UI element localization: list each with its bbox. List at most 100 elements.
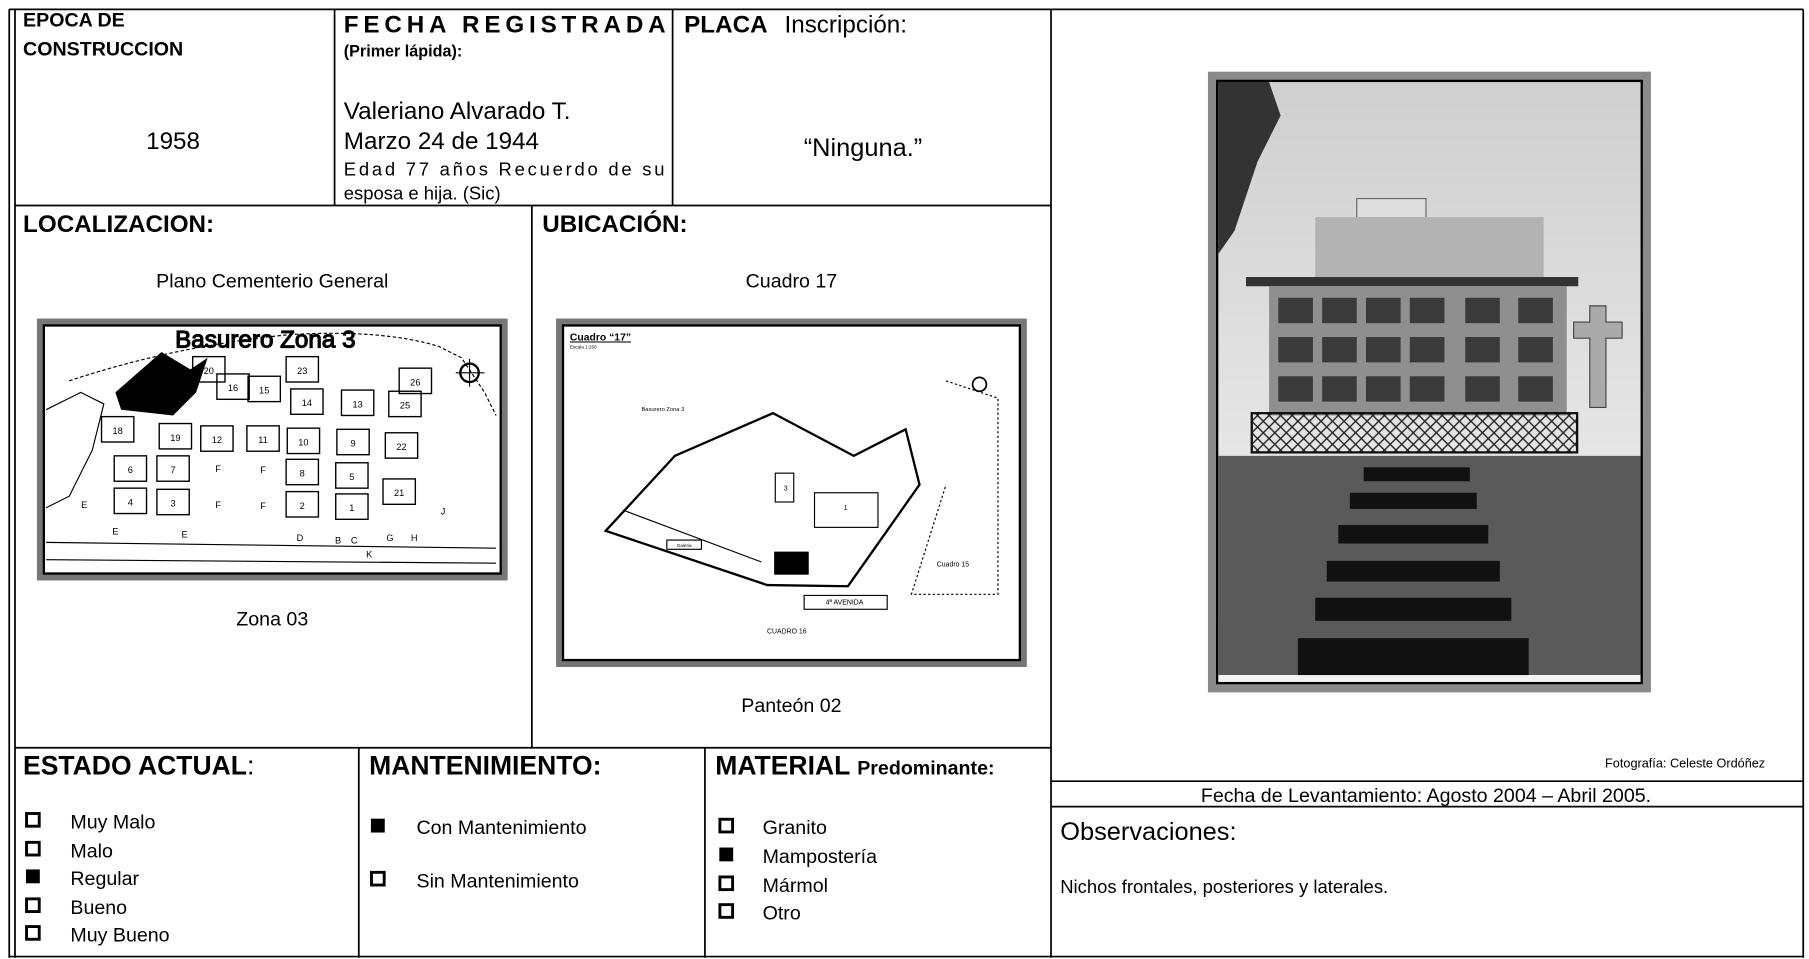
checkbox-label: Sin Mantenimiento — [416, 870, 579, 892]
map-label: 1 — [349, 503, 354, 513]
map-block — [388, 390, 422, 418]
map-label: B — [335, 536, 341, 546]
map-block — [191, 355, 226, 383]
map-label: 11 — [258, 435, 268, 445]
map-block — [335, 462, 369, 489]
map-label: Cuadro “17” — [570, 332, 631, 343]
map-edge — [45, 391, 105, 509]
map-label: 6 — [128, 465, 133, 475]
field-value: Valeriano Alvarado T. — [344, 98, 571, 125]
map-block — [285, 355, 320, 383]
map-label: C — [351, 536, 358, 546]
map-block — [336, 428, 370, 456]
map-block — [216, 373, 250, 401]
map-label: Escala 1:250 — [570, 345, 597, 350]
map-label: F — [260, 465, 266, 475]
checkbox — [25, 840, 41, 857]
map-block — [384, 432, 419, 459]
photo-tree — [1218, 82, 1281, 254]
section-label: MATERIAL — [715, 750, 850, 780]
checkbox-checked — [719, 847, 734, 862]
form-grid — [8, 8, 1805, 958]
map-label: K — [366, 549, 373, 559]
photo-railing — [1250, 412, 1579, 454]
section-label: UBICACIÓN: — [542, 210, 687, 238]
section-label: FECHA REGISTRADA — [344, 11, 666, 38]
field-value: Marzo 24 de 1944 — [344, 128, 539, 155]
map-block — [200, 425, 234, 452]
map-body — [561, 324, 1022, 662]
map-label: 8 — [300, 469, 305, 479]
map-label: H — [411, 533, 418, 543]
map-label: 2 — [300, 501, 305, 511]
section-label: EPOCA DE — [23, 10, 125, 32]
photo-cross — [1573, 305, 1623, 408]
caption: Zona 03 — [236, 608, 308, 630]
survey-date: Fecha de Levantamiento: Agosto 2004 – Ab… — [1201, 785, 1651, 807]
map-block — [156, 455, 190, 482]
map-blob — [115, 352, 208, 416]
checkbox-label: Regular — [70, 868, 139, 890]
caption: Panteón 02 — [741, 695, 841, 717]
checkbox — [370, 870, 386, 887]
field-value: Edad 77 años Recuerdo de su — [344, 159, 665, 180]
map-block — [286, 427, 321, 455]
checkbox-label: Bueno — [70, 897, 127, 919]
section-sublabel: Predominante: — [857, 757, 994, 779]
map-label: 4ª AVENIDA — [826, 600, 864, 607]
map-block — [340, 389, 375, 417]
section-sublabel: (Primer lápida): — [344, 43, 462, 61]
map-block — [335, 493, 369, 520]
map-block — [100, 415, 135, 443]
map-label: J — [441, 507, 446, 517]
section-label: PLACA — [684, 11, 767, 38]
photo — [1207, 71, 1651, 693]
checkbox-label: Muy Bueno — [70, 925, 169, 947]
photo-sign — [1356, 197, 1427, 220]
map-label: 22 — [396, 442, 406, 452]
map-label: E — [81, 500, 87, 510]
caption: Cuadro 17 — [746, 270, 838, 292]
map-label: D — [297, 533, 304, 543]
map-block — [113, 455, 148, 482]
map-label: 26 — [410, 377, 420, 387]
map-body — [42, 324, 502, 575]
map-label: 4 — [128, 497, 133, 507]
checkbox-checked — [25, 869, 40, 884]
map-label: 20 — [204, 366, 214, 376]
map-label: 7 — [170, 465, 175, 475]
checkbox-label: Mármol — [763, 875, 828, 897]
section-label: LOCALIZACION: — [23, 211, 214, 238]
map-label: 12 — [212, 435, 222, 445]
map-label: 3 — [170, 499, 175, 509]
map-block — [158, 422, 193, 450]
map-label: Galeria — [677, 543, 692, 548]
map-block — [156, 488, 190, 516]
map-label: CUADRO 16 — [767, 629, 807, 636]
map-label: 18 — [113, 426, 123, 436]
map-block — [285, 490, 320, 518]
map-label: F — [260, 501, 266, 511]
map-block — [813, 492, 879, 528]
section-label: MATERIAL Predominante: — [715, 750, 994, 780]
map-label: F — [215, 464, 221, 474]
photo-credit: Fotografía: Celeste Ordóñez — [1605, 756, 1765, 770]
map-edge — [46, 541, 497, 564]
map-label: G — [386, 533, 393, 543]
section-label: Observaciones: — [1060, 818, 1236, 846]
map-cuadro: Cuadro “17” Escala 1:250 Basurero Zona 3 3 1… — [556, 318, 1027, 667]
section-sublabel: Inscripción: — [785, 11, 908, 38]
map-label: 21 — [394, 488, 404, 498]
map-outline — [622, 509, 762, 563]
section-label: CONSTRUCCION — [23, 39, 183, 61]
map-label: E — [112, 526, 118, 536]
map-label: 16 — [228, 383, 238, 393]
field-value: 1958 — [146, 128, 200, 155]
map-compass — [971, 376, 988, 393]
map-label: 1 — [844, 505, 848, 512]
checkbox — [25, 925, 41, 941]
map-block — [290, 388, 324, 416]
map-block — [113, 487, 148, 515]
map-block — [285, 458, 320, 486]
